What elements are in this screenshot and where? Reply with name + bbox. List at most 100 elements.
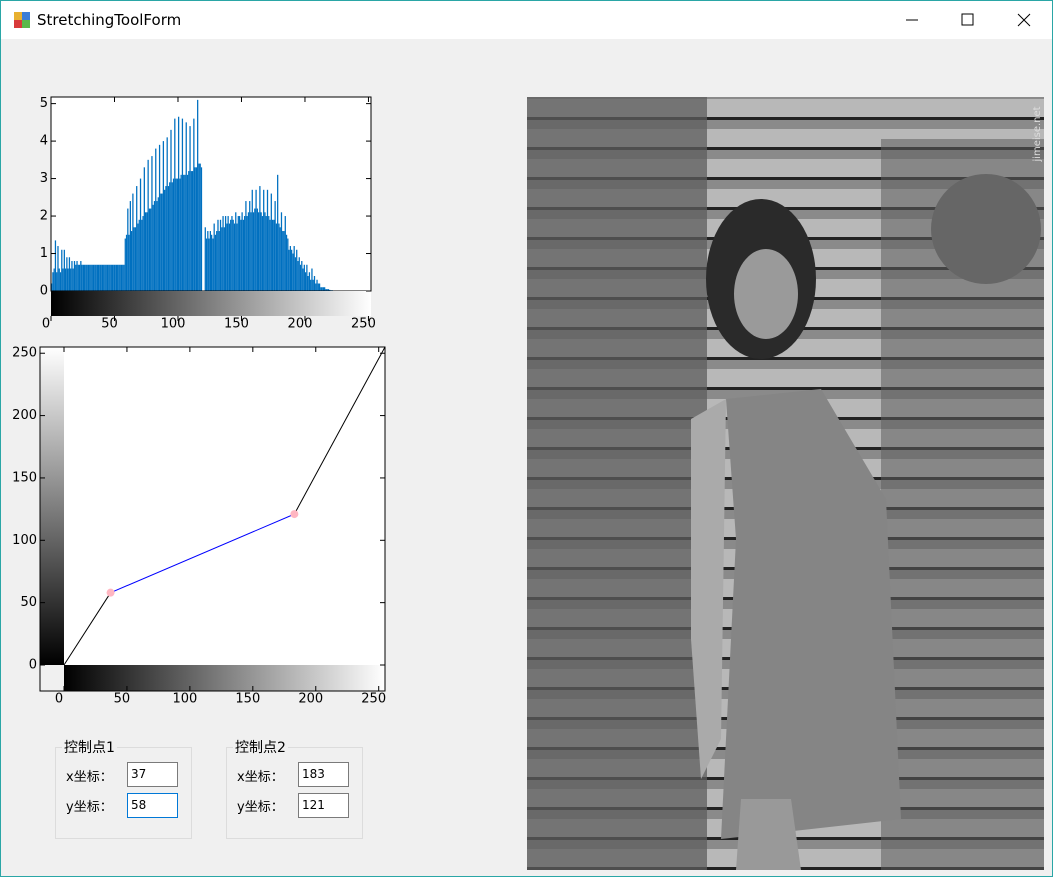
bar [226,223,228,291]
bar [268,216,270,291]
bar [296,249,298,291]
bar [320,287,322,291]
x-input[interactable]: 183 [298,762,349,787]
bar [176,178,178,291]
frame [39,346,386,692]
bar [170,129,172,291]
bar [52,272,54,291]
bar [237,216,239,291]
bar [117,264,119,291]
bar [77,264,79,291]
bar [228,223,231,291]
bar [101,264,104,291]
bar [213,223,215,291]
app-icon [14,12,30,28]
bar [249,201,251,291]
bar [250,212,252,291]
window-controls [906,13,1031,27]
bar [171,182,173,291]
bar [232,219,234,291]
bar [260,212,262,291]
bar [76,261,78,291]
curve-segment [110,513,295,594]
bar [139,178,142,291]
bar [236,223,238,291]
bar [84,264,86,291]
bar [245,201,247,291]
bar [142,216,144,291]
close-button[interactable] [1017,13,1031,27]
bar [53,268,55,291]
bar [123,264,125,291]
y-input[interactable]: 121 [298,793,349,818]
bar [231,216,233,291]
x-tick-label: 50 [114,692,131,707]
x-tick-label: 150 [224,317,249,332]
bar [162,141,165,291]
bar [99,264,101,291]
bar [96,264,98,291]
bar [146,212,148,291]
bar [302,268,304,291]
y-tick-label: 0 [29,658,37,673]
y-tick-label: 0 [40,284,48,299]
bar [244,216,246,291]
bar [109,264,111,291]
y-tick-label: 200 [12,408,37,423]
bar [166,137,168,291]
bar [103,264,105,291]
y-label: y坐标： [237,800,284,815]
bar [191,171,194,291]
bar [127,208,129,291]
bar [119,264,121,291]
bar [114,264,116,291]
bar [303,264,305,291]
bar [313,276,316,291]
bar [289,246,291,291]
bar [304,272,307,291]
bar [147,159,149,291]
bar [279,227,281,291]
bar [288,249,290,291]
bar [183,174,185,291]
x-tick-label: 100 [161,317,186,332]
x-tick-label: 0 [42,317,50,332]
bar [275,223,278,291]
bar [129,201,131,291]
bar [285,234,288,291]
bar [316,279,318,291]
bar [111,264,114,291]
bar [212,238,214,291]
bar [51,283,53,291]
bar [179,178,181,291]
x-label: x坐标： [66,770,113,785]
bar [97,264,100,291]
bar [251,189,253,291]
bar [108,264,110,291]
control-point [290,510,299,519]
bar [63,249,65,291]
bar [68,257,71,291]
maximize-button[interactable] [961,13,974,26]
bar [190,171,192,291]
group-title: 控制点2 [233,737,288,757]
bar [282,231,284,291]
bar [82,264,85,291]
bar [81,264,83,291]
bar [306,264,308,291]
bar [307,276,309,291]
bar [100,264,102,291]
x-tick-label: 250 [351,317,376,332]
bar [134,227,137,291]
bar [264,212,266,291]
bar [54,240,57,291]
y-tick-label: 50 [20,595,37,610]
x-input[interactable]: 37 [127,762,178,787]
bar [78,264,81,291]
x-tick-label: 100 [172,692,197,707]
y-input[interactable]: 58 [127,793,178,818]
bar [254,208,256,291]
bar [308,272,311,291]
y-tick-label: 5 [40,96,48,111]
bar [141,219,143,291]
